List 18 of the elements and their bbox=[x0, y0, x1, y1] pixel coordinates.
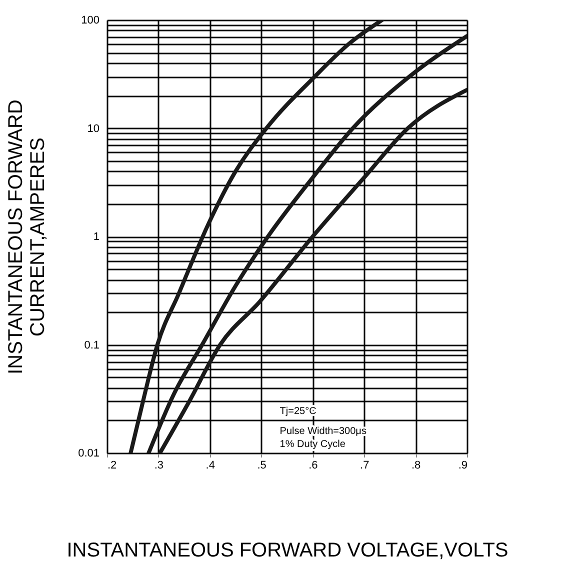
line-series bbox=[158, 88, 467, 453]
y-tick-label: 100 bbox=[81, 14, 100, 26]
x-tick-label: .3 bbox=[154, 460, 164, 472]
line-series bbox=[146, 34, 467, 453]
line-series bbox=[128, 20, 384, 453]
y-tick-label: 1 bbox=[93, 231, 100, 243]
x-tick-label: .5 bbox=[257, 460, 266, 472]
x-tick-label: .4 bbox=[206, 460, 215, 472]
y-axis-title: INSTANTANEOUS FORWARD CURRENT,AMPERES bbox=[5, 100, 50, 374]
x-tick-label: .6 bbox=[308, 460, 318, 472]
x-tick-label: .2 bbox=[108, 460, 117, 472]
x-axis-title: INSTANTANEOUS FORWARD VOLTAGE,VOLTS bbox=[66, 540, 508, 562]
x-tick-label: .8 bbox=[411, 460, 421, 472]
x-tick-label: .7 bbox=[360, 460, 370, 472]
x-tick-label: .9 bbox=[458, 460, 468, 472]
y-tick-label: 0.1 bbox=[84, 339, 100, 352]
y-tick-label: 0.01 bbox=[78, 448, 100, 460]
y-tick-label: 10 bbox=[87, 122, 100, 135]
